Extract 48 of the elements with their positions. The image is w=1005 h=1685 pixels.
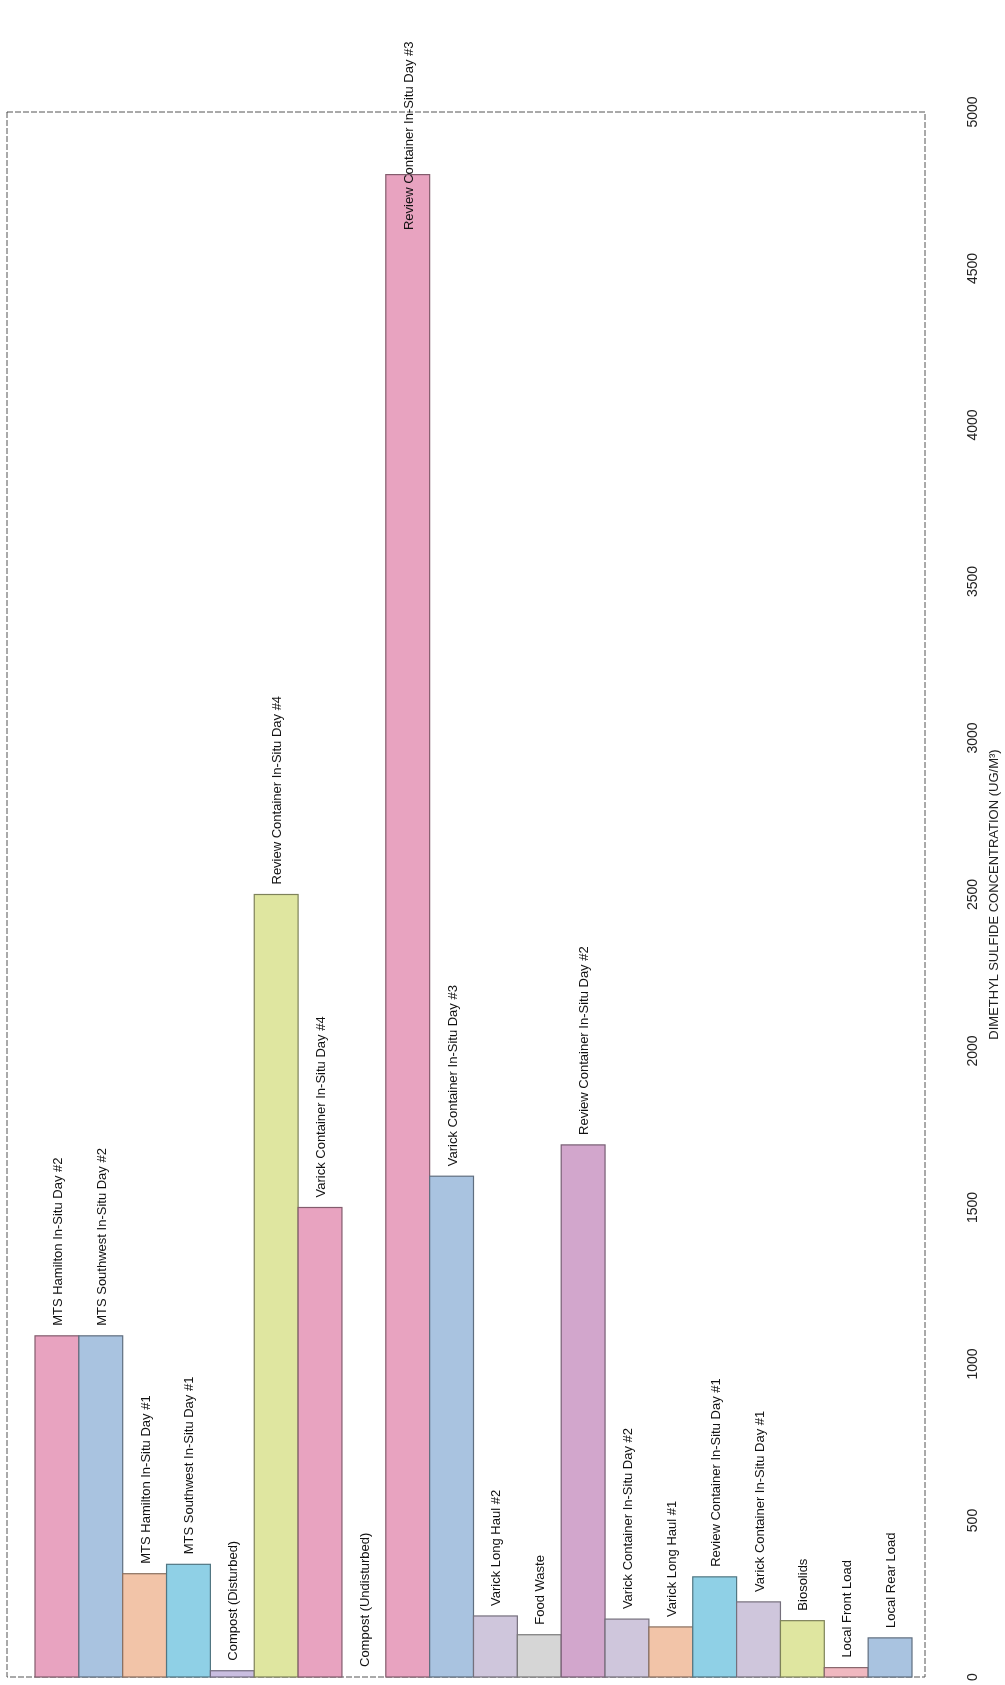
y-tick-label: 5000: [964, 96, 980, 128]
x-tick-label: Varick Container In-Situ Day #4: [313, 1016, 329, 1198]
y-tick-label: 1000: [964, 1348, 980, 1380]
y-tick-label: 4000: [964, 409, 980, 441]
bar: [867, 1637, 913, 1678]
y-tick-label: 3500: [964, 565, 980, 598]
bar: [253, 893, 299, 1678]
x-tick-label: Varick Container In-Situ Day #1: [751, 1410, 767, 1592]
bar: [823, 1667, 869, 1678]
x-tick-label: MTS Southwest In-Situ Day #1: [181, 1376, 197, 1555]
x-tick-label: MTS Southwest In-Situ Day #2: [93, 1148, 109, 1326]
x-tick-label: MTS Hamilton In-Situ Day #1: [137, 1395, 153, 1564]
bar: [604, 1618, 650, 1678]
x-tick-label: Review Container In-Situ Day #2: [576, 946, 592, 1135]
bar: [736, 1601, 782, 1678]
y-tick-label: 2000: [964, 1035, 980, 1067]
x-tick-label: Varick Long Haul #2: [488, 1489, 504, 1606]
bar: [779, 1620, 825, 1678]
bar: [560, 1144, 606, 1678]
x-tick-label: Compost (Disturbed): [225, 1540, 241, 1661]
y-tick-label: 3000: [964, 722, 980, 754]
y-axis-title: DIMETHYL SULFIDE CONCENTRATION (UG/M³): [986, 749, 1001, 1040]
x-tick-label: Local Front Load: [839, 1560, 855, 1658]
x-tick-label: MTS Hamilton In-Situ Day #2: [49, 1157, 65, 1326]
bar: [692, 1576, 738, 1678]
bar: [209, 1670, 255, 1678]
x-tick-label: Local Rear Load: [883, 1532, 899, 1628]
x-tick-label: Varick Long Haul #1: [663, 1500, 679, 1617]
y-tick-label: 4500: [964, 252, 980, 285]
bar: [34, 1335, 80, 1678]
y-tick-label: 500: [964, 1508, 980, 1533]
x-tick-label: Varick Container In-Situ Day #3: [444, 985, 460, 1167]
x-tick-label: Varick Container In-Situ Day #2: [619, 1427, 635, 1610]
x-tick-label: Biosolids: [795, 1558, 811, 1611]
bar: [429, 1175, 475, 1678]
bar: [297, 1206, 343, 1678]
x-tick-label: Food Waste: [532, 1555, 548, 1625]
bar: [78, 1335, 124, 1678]
x-tick-label: Review Container In-Situ Day #3: [400, 41, 416, 231]
bar: [165, 1563, 211, 1678]
y-tick-label: 0: [964, 1672, 980, 1681]
x-tick-label: Review Container In-Situ Day #4: [269, 695, 285, 885]
y-tick-label: 2500: [964, 878, 980, 911]
x-tick-label: Review Container In-Situ Day #1: [707, 1378, 723, 1567]
bar: [648, 1626, 694, 1678]
bar: [122, 1573, 168, 1678]
x-tick-label: Compost (Undisturbed): [356, 1532, 372, 1667]
y-tick-label: 1500: [964, 1191, 980, 1224]
